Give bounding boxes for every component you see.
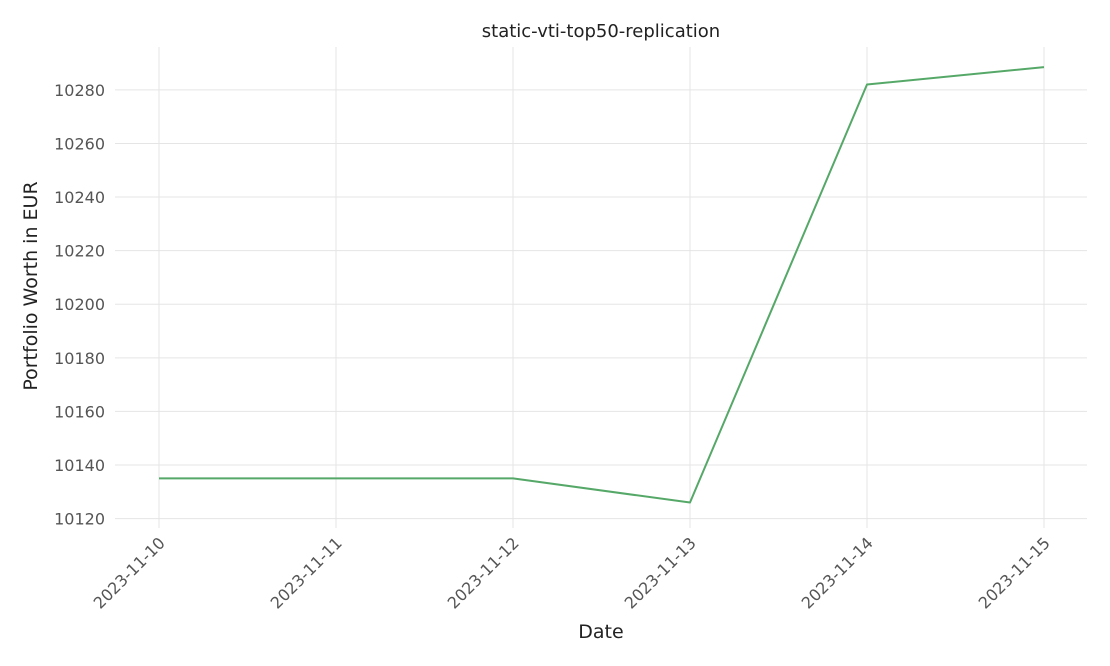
y-tick-label-3: 10180 [54,349,105,368]
x-axis-title: Date [578,621,623,643]
x-tick-labels: 2023-11-10 2023-11-11 2023-11-12 2023-11-13… [90,533,1054,612]
y-tick-label-2: 10160 [54,402,105,421]
x-tick-label-1: 2023-11-11 [267,533,346,612]
y-tick-label-5: 10220 [54,242,105,261]
x-tick-label-0: 2023-11-10 [90,533,169,612]
y-axis-title: Portfolio Worth in EUR [20,181,42,390]
y-tick-label-0: 10120 [54,510,105,529]
x-tick-label-3: 2023-11-13 [621,533,700,612]
x-tick-label-5: 2023-11-15 [975,533,1054,612]
x-gridlines [158,47,1045,528]
y-tick-label-7: 10260 [54,134,105,153]
x-tick-label-4: 2023-11-14 [798,533,877,612]
y-tick-label-1: 10140 [54,456,105,475]
y-gridlines [115,89,1087,520]
x-tick-label-2: 2023-11-12 [444,533,523,612]
series-line-0 [159,66,1045,504]
y-tick-labels: 10120 10140 10160 10180 10200 10220 10240 10260… [54,81,105,529]
chart-title: static-vti-top50-replication [482,21,720,42]
y-tick-label-4: 10200 [54,295,105,314]
y-tick-label-6: 10240 [54,188,105,207]
y-tick-label-8: 10280 [54,81,105,100]
series-layer [159,66,1045,504]
